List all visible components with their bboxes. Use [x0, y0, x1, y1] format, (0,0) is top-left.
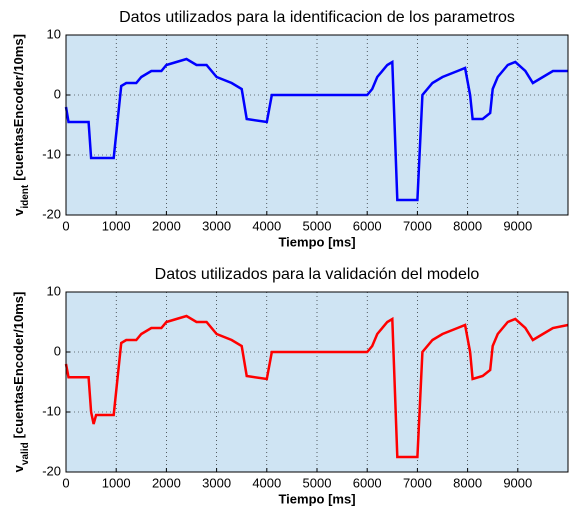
y-label-rest: [cuentasEncoder/10ms]	[11, 34, 26, 181]
axes-box	[65, 291, 569, 473]
y-label-sub: valid	[20, 442, 31, 465]
y-tick-label: -10	[42, 403, 61, 418]
y-tick-label: 0	[54, 86, 61, 101]
x-axis-label: Tiempo [ms]	[278, 491, 355, 506]
x-axis-label: Tiempo [ms]	[278, 234, 355, 249]
chart-title: Datos utilizados para la validación del …	[155, 266, 480, 283]
x-tick-label: 7000	[403, 475, 432, 490]
y-tick-label: -20	[42, 463, 61, 478]
x-tick-label: 2000	[152, 218, 181, 233]
x-tick-label: 1000	[102, 218, 131, 233]
axes-box	[65, 34, 569, 216]
x-tick-label: 9000	[503, 475, 532, 490]
y-tick-label: -20	[42, 206, 61, 221]
x-tick-label: 3000	[202, 218, 231, 233]
x-tick-label: 5000	[303, 475, 332, 490]
data-line	[64, 314, 569, 459]
y-label-base: v	[11, 464, 26, 472]
x-tick-label: 5000	[303, 218, 332, 233]
y-axis-label: vident [cuentasEncoder/10ms]	[11, 34, 30, 216]
x-tick-label: 8000	[453, 218, 482, 233]
y-tick-label: 10	[47, 283, 61, 298]
x-tick-label: 2000	[152, 475, 181, 490]
x-tick-label: 9000	[503, 218, 532, 233]
x-tick-label: 4000	[252, 475, 281, 490]
x-tick-label: 8000	[453, 475, 482, 490]
x-tick-label: 4000	[252, 218, 281, 233]
y-label-rest: [cuentasEncoder/10ms]	[11, 292, 26, 439]
data-line	[64, 57, 568, 202]
plot-area	[66, 292, 568, 472]
chart-title: Datos utilizados para la identificacion …	[119, 9, 515, 26]
y-axis-label: vvalid [cuentasEncoder/10ms]	[11, 292, 30, 473]
x-tick-label: 7000	[403, 218, 432, 233]
x-tick-label: 6000	[353, 475, 382, 490]
x-tick-label: 1000	[102, 475, 131, 490]
x-tick-label: 3000	[202, 475, 231, 490]
x-tick-label: 0	[62, 218, 69, 233]
y-tick-label: 0	[54, 343, 61, 358]
y-tick-label: 10	[47, 26, 61, 41]
x-tick-label: 0	[62, 475, 69, 490]
y-label-base: v	[11, 208, 26, 216]
plot-area	[66, 35, 568, 215]
y-label-sub: ident	[20, 184, 31, 209]
x-tick-label: 6000	[353, 218, 382, 233]
y-tick-label: -10	[42, 146, 61, 161]
